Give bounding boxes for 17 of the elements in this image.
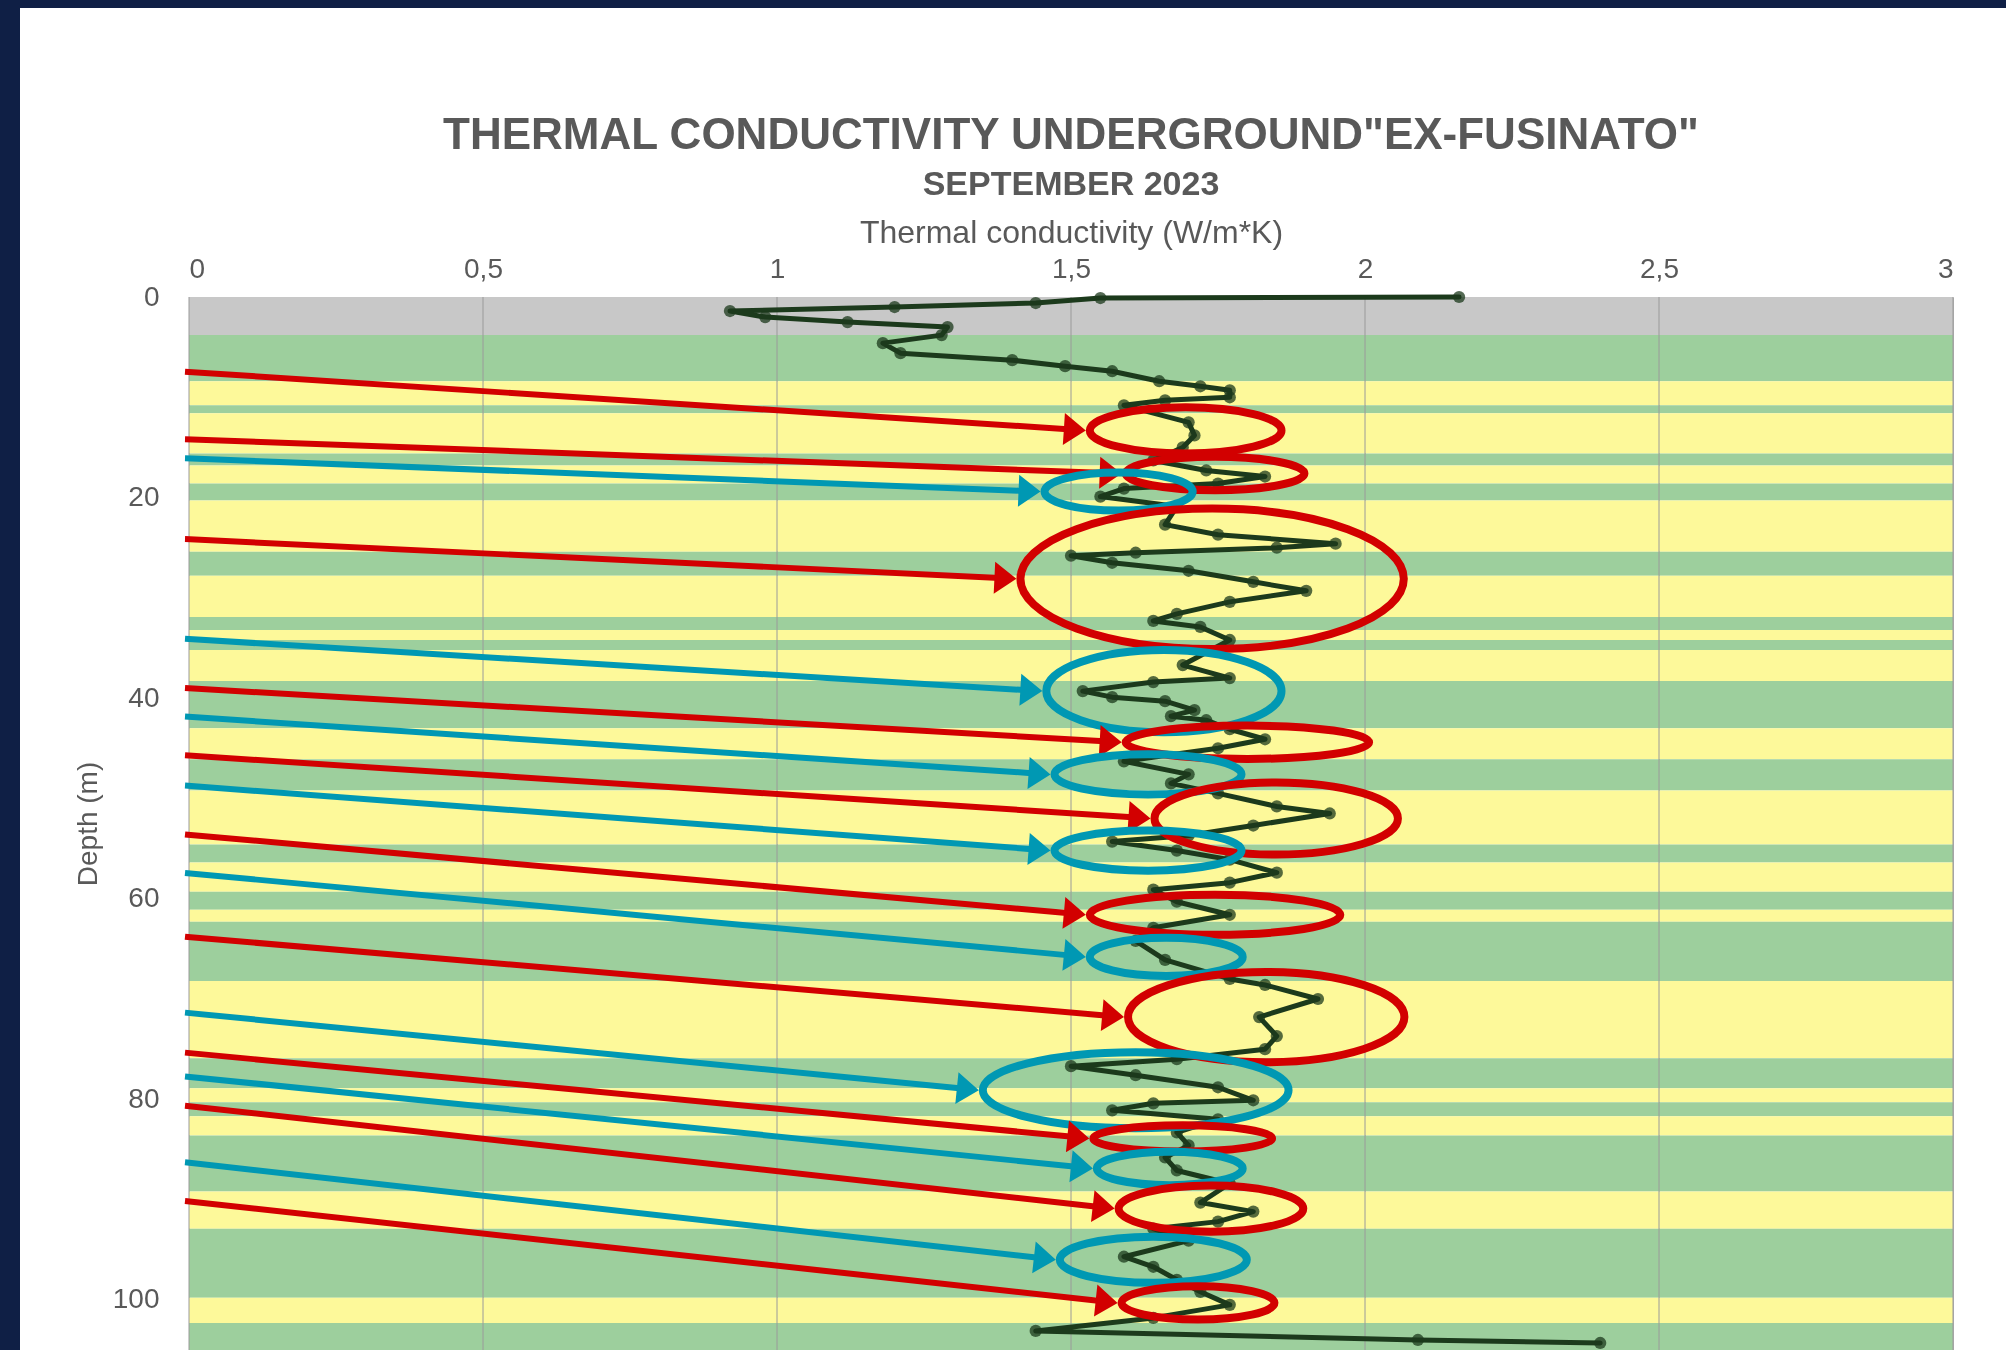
- x-tick-label: 2,5: [1640, 252, 1679, 284]
- x-tick-label: 3: [1937, 252, 1954, 284]
- x-tick-label: 1,5: [1052, 252, 1091, 284]
- x-tick-label: 2: [1357, 252, 1374, 284]
- y-tick-label: 40: [128, 681, 160, 713]
- x-tick-label: 0,5: [464, 252, 503, 284]
- x-tick-label: 0: [189, 252, 206, 284]
- x-tick-label: 1: [769, 252, 786, 284]
- x-axis-title: Thermal conductivity (W/m*K): [859, 213, 1284, 250]
- y-tick-label: 80: [128, 1082, 160, 1114]
- y-tick-label: 100: [112, 1283, 160, 1315]
- y-tick-label: 0: [143, 280, 160, 312]
- y-axis-title: Depth (m): [71, 761, 103, 887]
- y-tick-label: 20: [128, 481, 160, 513]
- chart-title: THERMAL CONDUCTIVITY UNDERGROUND"EX-FUSINATO": [443, 109, 1699, 158]
- chart-subtitle: SEPTEMBER 2023: [922, 164, 1220, 202]
- y-tick-label: 60: [128, 882, 160, 914]
